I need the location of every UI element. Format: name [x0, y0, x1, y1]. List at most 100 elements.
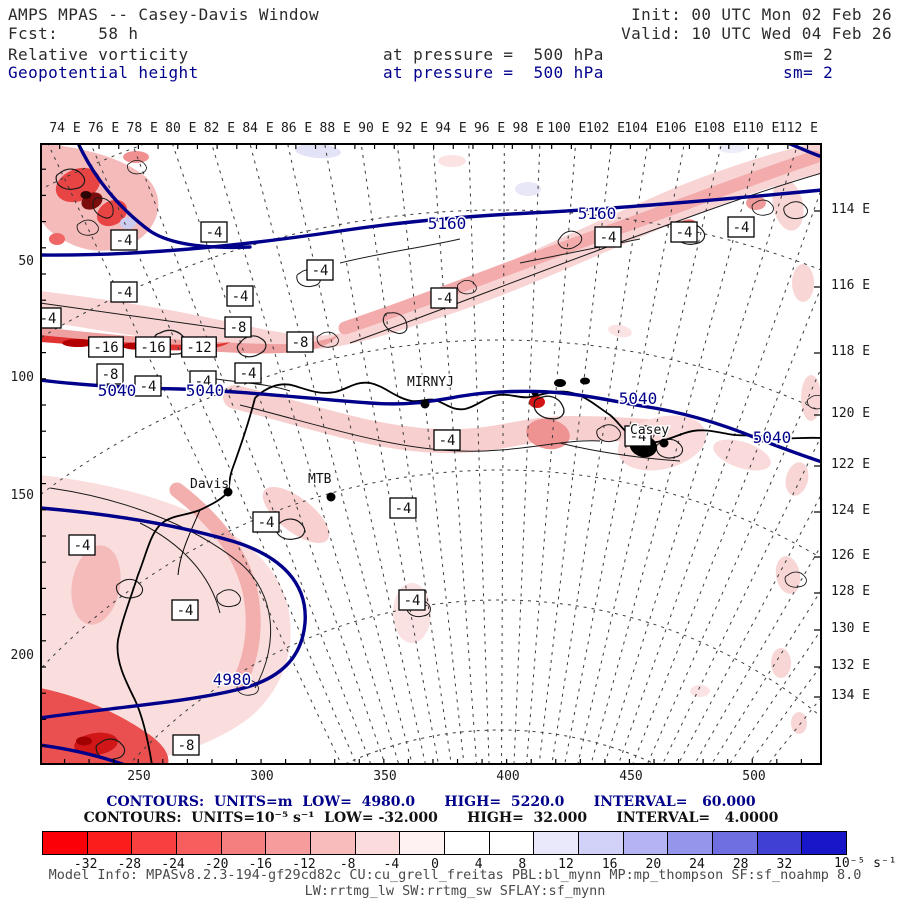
meridian-line — [360, 143, 452, 765]
right-axis-label: 128 E — [831, 584, 871, 599]
top-axis-label: 110 E — [740, 121, 780, 136]
colorbar-tick-label: 32 — [776, 857, 793, 872]
vorticity-contour-legend: CONTOURS: UNITS=10⁻⁵ s⁻¹ LOW= -32.000 HI… — [83, 810, 779, 826]
colorbar-segment — [757, 832, 803, 854]
top-axis-label: 108 E — [701, 121, 741, 136]
right-axis-label: 114 E — [831, 202, 871, 217]
map-border — [40, 143, 822, 765]
colorbar-tick-label: -12 — [292, 857, 316, 872]
right-axis-label: 124 E — [831, 503, 871, 518]
vorticity-label: -4 — [206, 225, 223, 241]
meridian-line — [249, 143, 413, 765]
vorticity-label: -4 — [258, 515, 275, 531]
bottom-axis-label: 300 — [250, 769, 274, 784]
vorticity-label-box — [670, 221, 698, 243]
station-markers: MIRNYJ Davis MTB Casey — [189, 374, 671, 502]
page-title: AMPS MPAS -- Casey-Davis Window — [8, 5, 320, 24]
vorticity-label: -8 — [102, 367, 119, 383]
vorticity-label-box — [224, 316, 252, 338]
height-label: 5040 — [186, 381, 225, 400]
colorbar-segment — [221, 832, 267, 854]
colorbar-tick-label: 16 — [601, 857, 618, 872]
vorticity-contour-labels: -4 -4 -4 -4 -4 -16 -16 -12 -8 -8 -8 -4 -4 -4 -4 -4 -4 -4 -… — [40, 216, 755, 756]
meridian-line — [617, 185, 822, 765]
parallel-arc — [40, 209, 822, 339]
colorbar-segment — [43, 832, 88, 854]
init-time: Init: 00 UTC Mon 02 Feb 26 — [631, 5, 892, 24]
colorbar-tick-label: -4 — [383, 857, 400, 872]
colorbar-segment — [578, 832, 624, 854]
top-axis-label: 76 E — [87, 121, 120, 136]
valid-time: Valid: 10 UTC Wed 04 Feb 26 — [621, 24, 892, 43]
vorticity-label-box — [226, 285, 254, 307]
height-label: 5040 — [98, 381, 137, 400]
colorbar-segment — [87, 832, 133, 854]
top-axis-label: 80 E — [165, 121, 197, 136]
colorbar-segment — [132, 832, 177, 854]
meridian-line — [513, 143, 541, 765]
colorbar-segment — [310, 832, 356, 854]
vorticity-label: -4 — [195, 374, 212, 390]
vorticity-label-box — [624, 425, 652, 447]
contour-legend: CONTOURS: UNITS=m LOW= 4980.0 HIGH= 5220… — [40, 794, 822, 826]
colorbar-tick-label: -24 — [161, 857, 185, 872]
colorbar-tick-label: 20 — [645, 857, 662, 872]
colorbar-segment — [176, 832, 222, 854]
vorticity-label-box — [389, 497, 417, 519]
vorticity-label: -8 — [178, 738, 195, 754]
vorticity-label: -4 — [733, 220, 750, 236]
left-axis-label: 50 — [18, 254, 34, 269]
vorticity-label-box — [96, 363, 124, 385]
station-label: MIRNYJ — [407, 375, 454, 390]
vorticity-label: -4 — [312, 263, 329, 279]
station-dot — [420, 399, 430, 409]
colorbar-tick-label: -32 — [73, 857, 98, 872]
left-axis-label: 150 — [10, 488, 34, 503]
right-axis-label: 132 E — [831, 658, 871, 673]
left-axis-label: 200 — [10, 648, 34, 663]
colorbar-tick-label: -8 — [339, 857, 356, 872]
left-axis-label: 100 — [10, 370, 34, 385]
meridian-line — [551, 143, 649, 765]
top-axis-label: 102 E — [585, 121, 625, 136]
height-label: 4980 — [213, 670, 252, 689]
vorticity-label: -4 — [40, 311, 56, 327]
top-axis-label: 86 E — [280, 121, 313, 136]
vorticity-label-box — [40, 307, 62, 329]
vorticity-label: -4 — [74, 538, 91, 554]
vorticity-label: -4 — [116, 233, 133, 249]
colorbar — [42, 831, 847, 855]
model-info: Model Info: MPASv8.2.3-194-gf29cd82c CU:… — [20, 867, 890, 899]
vorticity-contours — [40, 159, 822, 760]
field1-level: at pressure = 500 hPa — [383, 45, 604, 64]
model-info-line2: LW:rrtmg_lw SW:rrtmg_sw SFLAY:sf_mynn — [304, 883, 606, 899]
colorbar-tick-label: 4 — [474, 857, 483, 872]
station-dot — [223, 487, 233, 497]
bottom-axis-label: 500 — [742, 769, 766, 784]
meridian-line — [631, 283, 822, 765]
vorticity-label-box — [286, 331, 314, 353]
bottom-axis-label: 350 — [373, 769, 397, 784]
field2-level: at pressure = 500 hPa — [383, 63, 604, 82]
top-axis-label: 98 E — [512, 121, 544, 136]
vorticity-label-box — [171, 599, 199, 621]
forecast-hour: Fcst: 58 h — [8, 24, 139, 43]
field1-smoothing: sm= 2 — [783, 45, 834, 64]
map-frame: -4 -4 -4 -4 -4 -16 -16 -12 -8 -8 -8 -4 -4 -4 -4 -4 -4 -4 -… — [40, 143, 822, 765]
vorticity-label: -16 — [140, 340, 165, 356]
vorticity-label: -4 — [404, 593, 421, 609]
height-label: 5040 — [753, 428, 792, 447]
bottom-axis-label: 450 — [619, 769, 643, 784]
height-contour-legend: CONTOURS: UNITS=m LOW= 4980.0 HIGH= 5220… — [106, 794, 756, 810]
meridian-line — [324, 143, 440, 765]
colorbar-segment — [534, 832, 579, 854]
colorbar-tick-label: 12 — [558, 857, 574, 872]
vorticity-label-box — [398, 589, 426, 611]
vorticity-label-box — [68, 534, 96, 556]
colorbar-units: 10⁻⁵ s⁻¹ — [834, 856, 897, 871]
vorticity-label: -4 — [630, 429, 647, 445]
top-axis-label: 90 E — [358, 121, 390, 136]
vorticity-label: -8 — [230, 320, 247, 336]
right-axis-label: 130 E — [831, 621, 871, 636]
top-axis-label: 92 E — [396, 121, 429, 136]
